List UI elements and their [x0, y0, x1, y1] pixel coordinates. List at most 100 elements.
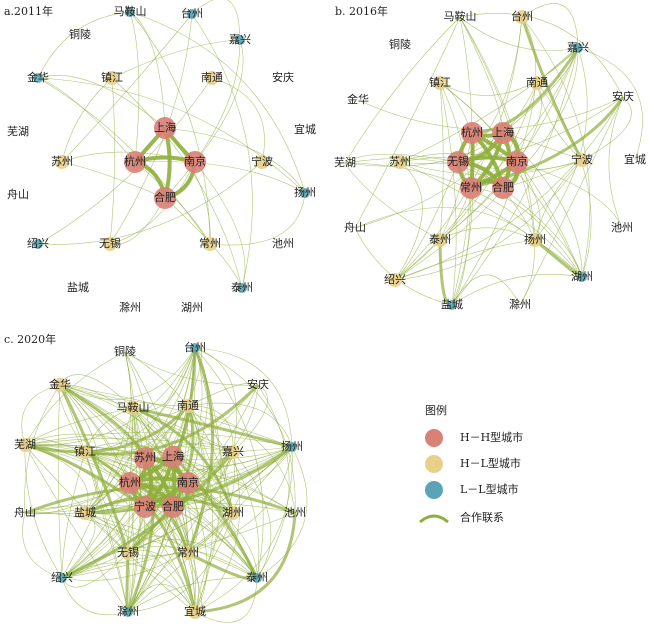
city-node — [492, 122, 514, 144]
link — [127, 549, 196, 613]
city-label: 安庆 — [247, 377, 269, 391]
link — [37, 161, 263, 245]
link — [57, 384, 63, 579]
link — [471, 132, 583, 278]
city-label: 杭州 — [461, 125, 483, 139]
link — [232, 384, 268, 453]
link — [521, 3, 579, 49]
city-node — [577, 272, 587, 282]
link — [109, 161, 196, 245]
link — [111, 77, 243, 289]
link — [129, 11, 140, 163]
link — [519, 96, 624, 306]
link — [394, 132, 504, 281]
city-label: 常州 — [177, 546, 199, 559]
link — [394, 159, 583, 281]
link — [394, 239, 536, 281]
link — [111, 39, 241, 79]
city-label: 池州 — [284, 506, 306, 519]
link — [471, 47, 580, 135]
link — [124, 351, 259, 386]
link — [129, 11, 211, 245]
panel-title: a.2011年 — [4, 4, 53, 18]
link — [84, 451, 103, 514]
city-node — [203, 237, 217, 251]
link — [194, 577, 258, 623]
city-node — [515, 10, 529, 24]
city-label: 合肥 — [154, 190, 176, 204]
city-label: 无锡 — [99, 236, 121, 250]
city-label: 扬州 — [524, 232, 546, 246]
link — [134, 161, 211, 245]
link — [608, 96, 624, 229]
legend-label: H－L型城市 — [460, 456, 521, 470]
city-label: 湖州 — [181, 301, 203, 314]
legend-swatch — [425, 455, 443, 473]
link — [84, 494, 234, 515]
city-label: 池州 — [611, 221, 633, 234]
city-node — [33, 239, 43, 249]
city-node — [154, 117, 176, 139]
city-node — [123, 607, 133, 617]
link — [84, 512, 131, 613]
city-node — [125, 7, 135, 17]
link — [502, 132, 583, 278]
city-node — [53, 378, 67, 392]
city-node — [226, 506, 240, 520]
link — [129, 11, 306, 194]
city-label: 滁州 — [509, 297, 531, 311]
link — [357, 96, 624, 130]
city-node — [530, 76, 544, 90]
link — [37, 11, 131, 79]
city-node — [126, 401, 140, 415]
legend-link-swatch — [419, 514, 449, 524]
link — [451, 187, 472, 306]
link — [84, 442, 174, 458]
city-label: 湖州 — [222, 506, 244, 519]
link — [84, 512, 196, 613]
city-label: 铜陵 — [69, 27, 91, 41]
city-label: 铜陵 — [389, 37, 411, 51]
link — [129, 11, 166, 129]
link — [164, 127, 211, 245]
link — [194, 446, 293, 613]
link — [451, 274, 521, 306]
city-label: 无锡 — [447, 154, 469, 168]
city-node — [162, 496, 184, 518]
link — [187, 382, 259, 407]
city-node — [190, 343, 200, 353]
link — [127, 482, 134, 613]
link — [187, 446, 293, 554]
link — [459, 16, 518, 163]
city-label: 嘉兴 — [222, 444, 244, 458]
link — [439, 82, 444, 241]
city-label: 金华 — [49, 377, 71, 391]
city-label: 宜城 — [294, 122, 316, 136]
legend-label: 合作联系 — [460, 510, 504, 524]
city-node — [235, 35, 245, 45]
link — [84, 512, 129, 554]
city-label: 马鞍山 — [114, 4, 147, 18]
link — [24, 485, 296, 515]
link — [61, 13, 193, 163]
link — [394, 16, 523, 281]
link — [439, 132, 473, 241]
link — [187, 482, 258, 579]
city-node — [433, 233, 447, 247]
city-label: 舟山 — [14, 505, 36, 519]
link — [187, 402, 293, 448]
link — [536, 82, 583, 161]
city-label: 杭州 — [119, 475, 141, 489]
city-label: 台州 — [184, 340, 206, 354]
link — [451, 161, 518, 306]
link — [209, 192, 306, 246]
city-node — [177, 472, 199, 494]
link — [24, 444, 129, 613]
link — [61, 552, 189, 579]
city-label: 无锡 — [117, 545, 139, 559]
link — [109, 13, 193, 245]
link — [125, 552, 130, 614]
city-label: 镇江 — [101, 70, 123, 84]
link — [191, 13, 253, 289]
link — [61, 482, 131, 579]
